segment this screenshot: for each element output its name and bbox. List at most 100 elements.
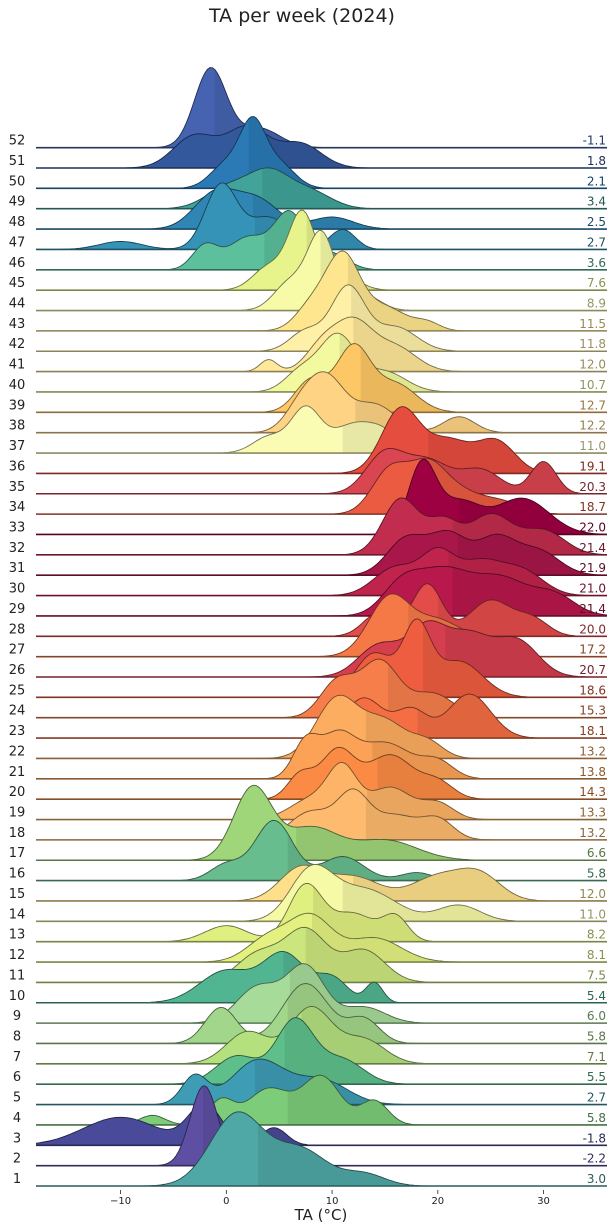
week-label: 35 xyxy=(9,480,26,495)
x-tick-label: 10 xyxy=(326,1196,339,1207)
mean-label: 21.9 xyxy=(579,561,606,575)
week-label: 27 xyxy=(9,643,26,658)
week-label: 45 xyxy=(9,276,26,291)
week-label: 11 xyxy=(9,968,26,983)
density-upper-half xyxy=(360,346,607,413)
density-upper-half xyxy=(252,194,607,230)
x-tick-label: 0 xyxy=(223,1196,229,1207)
density-area xyxy=(36,1017,607,1085)
mean-label: 7.5 xyxy=(587,968,606,982)
mean-label: 20.3 xyxy=(579,480,606,494)
density-area xyxy=(36,1111,607,1186)
week-label: 33 xyxy=(9,521,26,536)
week-label: 7 xyxy=(13,1050,21,1065)
ridge-week-22: 22 13.2 xyxy=(9,694,607,759)
density-upper-half xyxy=(248,116,607,189)
week-label: 9 xyxy=(13,1009,21,1024)
week-label: 36 xyxy=(9,459,26,474)
week-label: 28 xyxy=(9,622,26,637)
week-label: 42 xyxy=(9,337,26,352)
mean-label: 5.8 xyxy=(587,867,606,881)
mean-label: 3.6 xyxy=(587,256,606,270)
mean-label: 21.4 xyxy=(579,602,606,616)
density-area xyxy=(36,618,607,698)
x-tick-label: 20 xyxy=(431,1196,444,1207)
mean-label: 14.3 xyxy=(579,785,606,799)
density-outline xyxy=(36,116,607,189)
mean-label: 1.8 xyxy=(587,154,606,168)
density-area xyxy=(36,729,607,779)
week-label: 44 xyxy=(9,297,26,312)
week-label: 47 xyxy=(9,235,26,250)
week-label: 51 xyxy=(9,154,26,169)
density-area xyxy=(36,785,607,861)
x-axis: −10 0 10 20 30 xyxy=(110,1190,550,1207)
mean-label: 10.7 xyxy=(579,378,606,392)
density-upper-half xyxy=(287,983,607,1044)
ridge-week-41: 41 12.0 xyxy=(9,316,607,373)
density-upper-half xyxy=(365,797,607,840)
mean-label: 12.0 xyxy=(579,358,606,372)
mean-label: 11.5 xyxy=(579,317,606,331)
week-label: 43 xyxy=(9,317,26,332)
week-label: 21 xyxy=(9,765,26,780)
density-outline xyxy=(36,67,607,149)
density-upper-half xyxy=(388,663,607,718)
week-label: 17 xyxy=(9,846,26,861)
mean-label: 12.7 xyxy=(579,398,606,412)
week-label: 14 xyxy=(9,907,26,922)
density-upper-half xyxy=(296,826,607,861)
week-label: 18 xyxy=(9,826,26,841)
density-upper-half xyxy=(424,458,607,515)
density-upper-half xyxy=(289,963,607,1024)
mean-label: 8.1 xyxy=(587,948,606,962)
density-area xyxy=(36,405,607,453)
ridge-week-35: 35 20.3 xyxy=(9,447,607,495)
week-label: 2 xyxy=(13,1152,21,1167)
density-area xyxy=(36,406,607,474)
week-label: 8 xyxy=(13,1030,21,1045)
ridge-week-19: 19 13.3 xyxy=(9,761,607,821)
density-area xyxy=(36,250,607,331)
density-area xyxy=(36,371,607,433)
week-label: 16 xyxy=(9,867,26,882)
week-label: 52 xyxy=(9,134,26,149)
mean-label: 19.1 xyxy=(579,459,606,473)
density-upper-half xyxy=(353,317,607,372)
density-upper-half xyxy=(214,69,607,148)
week-label: 6 xyxy=(13,1070,21,1085)
mean-label: 5.4 xyxy=(587,989,606,1003)
mean-label: 11.0 xyxy=(579,907,606,921)
x-axis-label: TA (°C) xyxy=(294,1206,348,1224)
density-upper-half xyxy=(258,1123,607,1186)
ridge-week-49: 49 3.4 xyxy=(9,167,607,210)
ridge-week-17: 17 6.6 xyxy=(9,784,607,861)
density-upper-half xyxy=(445,625,607,677)
mean-label: 20.7 xyxy=(579,663,606,677)
density-upper-half xyxy=(366,787,607,820)
density-area xyxy=(36,188,607,230)
x-tick-label: −10 xyxy=(110,1196,131,1207)
week-label: 24 xyxy=(9,704,26,719)
density-area xyxy=(36,694,607,739)
density-area xyxy=(36,459,607,535)
ridges-group: 52 -1.151 1.850 2.149 3.448 2.547 2.746 3.645 7.… xyxy=(9,67,608,1187)
mean-label: 13.2 xyxy=(579,826,606,840)
week-label: 40 xyxy=(9,378,26,393)
density-upper-half xyxy=(423,623,607,698)
density-area xyxy=(36,1103,607,1146)
mean-label: 7.6 xyxy=(587,276,606,290)
mean-label: 15.3 xyxy=(579,704,606,718)
density-upper-half xyxy=(342,880,607,922)
week-label: 3 xyxy=(13,1131,21,1146)
density-upper-half xyxy=(313,886,607,942)
mean-label: 5.8 xyxy=(587,1111,606,1125)
density-upper-half xyxy=(245,125,607,168)
mean-label: -1.8 xyxy=(583,1131,606,1145)
density-area xyxy=(36,317,607,372)
mean-label: 2.7 xyxy=(587,1091,606,1105)
week-label: 32 xyxy=(9,541,26,556)
ridge-week-36: 36 19.1 xyxy=(9,406,607,474)
mean-label: -1.1 xyxy=(583,134,606,148)
